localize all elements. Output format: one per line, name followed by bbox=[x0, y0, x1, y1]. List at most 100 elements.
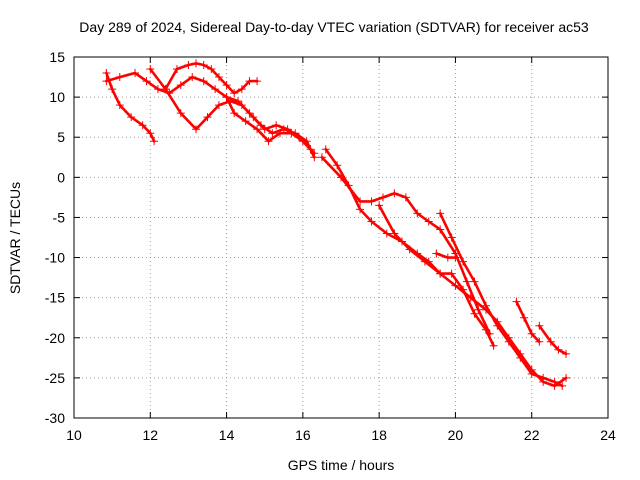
series-line bbox=[435, 252, 457, 259]
data-point bbox=[222, 81, 231, 90]
data-point bbox=[176, 109, 185, 118]
data-point bbox=[375, 201, 384, 210]
data-point bbox=[447, 233, 456, 242]
data-point bbox=[256, 121, 265, 130]
data-point bbox=[142, 77, 151, 86]
data-point bbox=[382, 229, 391, 238]
series-track-10 bbox=[432, 249, 460, 262]
data-point bbox=[108, 85, 117, 94]
data-point bbox=[272, 121, 281, 130]
data-point bbox=[493, 321, 502, 330]
data-point bbox=[245, 77, 254, 86]
data-point bbox=[401, 193, 410, 202]
chart-title: Day 289 of 2024, Sidereal Day-to-day VTE… bbox=[79, 19, 589, 35]
data-point bbox=[344, 181, 353, 190]
data-point bbox=[489, 341, 498, 350]
series-track-6 bbox=[222, 93, 319, 162]
data-point bbox=[150, 137, 159, 146]
data-point bbox=[390, 229, 399, 238]
data-point bbox=[199, 77, 208, 86]
data-point bbox=[447, 269, 456, 278]
data-point bbox=[367, 197, 376, 206]
data-point bbox=[176, 81, 185, 90]
data-point bbox=[188, 73, 197, 82]
data-point bbox=[146, 65, 155, 74]
data-point bbox=[302, 137, 311, 146]
x-tick-label: 22 bbox=[524, 427, 540, 443]
y-tick-label: -10 bbox=[45, 250, 65, 266]
data-point bbox=[138, 121, 147, 130]
data-point bbox=[459, 257, 468, 266]
data-point bbox=[527, 329, 536, 338]
data-point bbox=[237, 85, 246, 94]
data-point bbox=[470, 309, 479, 318]
series-line bbox=[515, 300, 541, 344]
data-point bbox=[211, 85, 220, 94]
data-point bbox=[405, 245, 414, 254]
data-point bbox=[378, 193, 387, 202]
data-point bbox=[451, 281, 460, 290]
series-line bbox=[438, 212, 564, 388]
data-point bbox=[356, 205, 365, 214]
data-point bbox=[127, 113, 136, 122]
data-point bbox=[539, 373, 548, 382]
y-axis-title: SDTVAR / TECUs bbox=[7, 182, 23, 294]
y-tick-label: 10 bbox=[49, 89, 65, 105]
data-point bbox=[230, 89, 239, 98]
data-point bbox=[512, 297, 521, 306]
data-point bbox=[390, 189, 399, 198]
data-point bbox=[481, 325, 490, 334]
series-track-13 bbox=[535, 321, 571, 358]
data-point bbox=[102, 77, 111, 86]
data-point bbox=[172, 65, 181, 74]
x-tick-label: 24 bbox=[600, 427, 616, 443]
data-point bbox=[207, 65, 216, 74]
y-tick-label: 15 bbox=[49, 49, 65, 65]
series-track-4 bbox=[161, 59, 262, 98]
data-point bbox=[241, 117, 250, 126]
x-tick-label: 12 bbox=[142, 427, 158, 443]
y-tick-label: -25 bbox=[45, 370, 65, 386]
data-point bbox=[184, 61, 193, 70]
data-point bbox=[436, 269, 445, 278]
data-point bbox=[436, 209, 445, 218]
data-point bbox=[230, 109, 239, 118]
data-point bbox=[222, 93, 231, 102]
data-point bbox=[310, 153, 319, 162]
series-line bbox=[537, 324, 568, 356]
x-tick-label: 14 bbox=[219, 427, 235, 443]
data-point bbox=[146, 129, 155, 138]
data-point bbox=[420, 257, 429, 266]
data-point bbox=[443, 253, 452, 262]
data-point bbox=[264, 137, 273, 146]
y-tick-label: -20 bbox=[45, 330, 65, 346]
data-point bbox=[253, 125, 262, 134]
data-point bbox=[234, 97, 243, 106]
data-point bbox=[153, 85, 162, 94]
y-tick-label: -15 bbox=[45, 290, 65, 306]
data-point bbox=[562, 349, 571, 358]
plot-frame bbox=[73, 56, 609, 419]
data-point bbox=[115, 73, 124, 82]
data-point bbox=[520, 313, 529, 322]
data-point bbox=[367, 217, 376, 226]
series-track-1 bbox=[102, 69, 159, 146]
data-point bbox=[214, 73, 223, 82]
data-point bbox=[436, 225, 445, 234]
data-point bbox=[504, 337, 513, 346]
data-point bbox=[470, 277, 479, 286]
data-point bbox=[481, 301, 490, 310]
x-tick-label: 10 bbox=[66, 427, 82, 443]
x-tick-label: 16 bbox=[295, 427, 311, 443]
series-track-7 bbox=[317, 153, 494, 338]
data-point bbox=[527, 369, 536, 378]
data-point bbox=[535, 321, 544, 330]
data-point bbox=[268, 129, 277, 138]
data-point bbox=[550, 377, 559, 386]
data-point bbox=[424, 217, 433, 226]
data-point bbox=[253, 77, 262, 86]
data-point bbox=[161, 85, 170, 94]
data-point bbox=[546, 337, 555, 346]
x-tick-label: 20 bbox=[448, 427, 464, 443]
axis-ticks: 10 12 14 16 18 20 22 24 -30 -25 -20 -15 -10 -5 0 5 10 15 bbox=[45, 49, 616, 443]
